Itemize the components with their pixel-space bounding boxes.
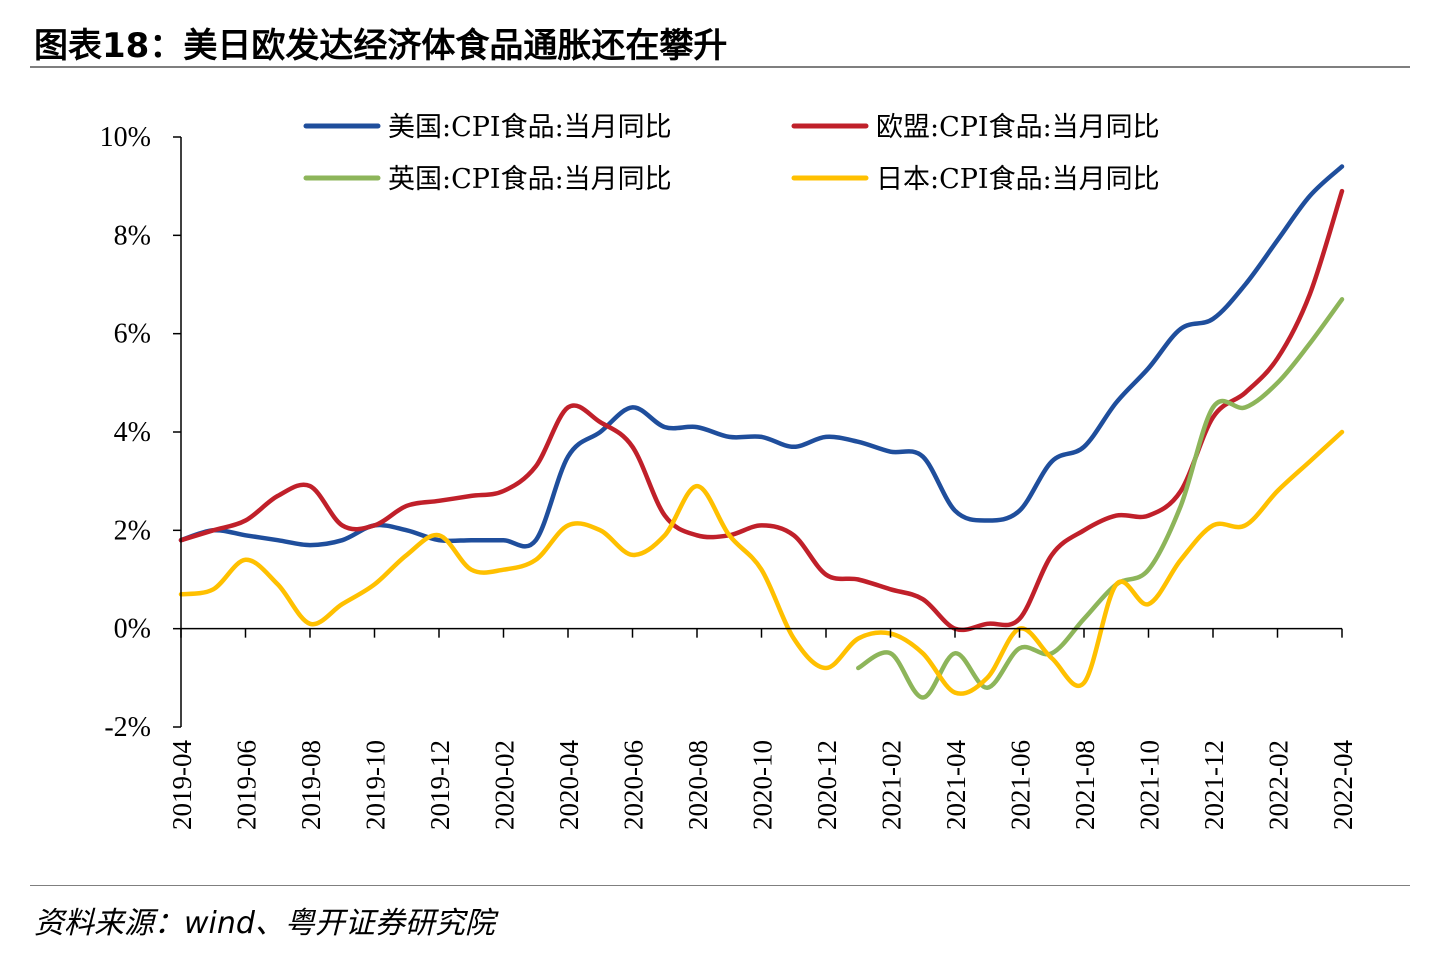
y-tick-label: 10% xyxy=(100,122,151,153)
y-tick-label: 6% xyxy=(114,319,151,350)
y-tick-label: 8% xyxy=(114,220,151,251)
x-tick-label: 2020-02 xyxy=(490,740,520,830)
legend-label-3: 英国:CPI食品:当月同比 xyxy=(388,164,672,195)
x-tick-label: 2019-08 xyxy=(296,740,326,830)
x-tick-label: 2020-08 xyxy=(683,740,713,830)
source-note: 资料来源：wind、粤开证券研究院 xyxy=(34,906,495,941)
x-tick-label: 2021-06 xyxy=(1006,740,1036,830)
x-tick-label: 2020-12 xyxy=(812,740,842,830)
figure-title: 图表18：美日欧发达经济体食品通胀还在攀升 xyxy=(34,26,728,66)
x-tick-label: 2021-10 xyxy=(1135,740,1165,830)
x-tick-label: 2021-02 xyxy=(877,740,907,830)
x-tick-label: 2022-04 xyxy=(1328,740,1358,830)
series-layer xyxy=(178,164,1345,700)
x-tick-label: 2019-12 xyxy=(425,740,455,830)
x-tick-label: 2019-04 xyxy=(167,740,197,830)
x-tick-labels: 2019-04 2019-06 2019-08 2019-10 2019-12 2020-… xyxy=(167,740,1358,830)
x-tick-label: 2020-06 xyxy=(619,740,649,830)
series-line-1 xyxy=(178,164,1345,549)
x-tick-label: 2021-04 xyxy=(941,740,971,830)
series-line-2 xyxy=(178,188,1345,633)
x-tick-label: 2019-10 xyxy=(361,740,391,830)
x-tick-label: 2020-04 xyxy=(554,740,584,830)
x-tick-label: 2020-10 xyxy=(748,740,778,830)
y-tick-label: 4% xyxy=(114,417,151,448)
axis-layer xyxy=(173,136,1343,728)
x-tick-label: 2021-12 xyxy=(1199,740,1229,830)
x-tick-label: 2019-06 xyxy=(232,740,262,830)
y-tick-labels: -2% 0% 2% 4% 6% 8% 10% xyxy=(100,122,151,743)
title-divider xyxy=(30,66,1410,68)
x-tick-label: 2021-08 xyxy=(1070,740,1100,830)
y-tick-label: 0% xyxy=(114,614,151,645)
y-tick-label: -2% xyxy=(104,712,151,743)
source-divider xyxy=(30,885,1410,886)
y-tick-label: 2% xyxy=(114,515,151,546)
x-tick-label: 2022-02 xyxy=(1264,740,1294,830)
legend-label-1: 美国:CPI食品:当月同比 xyxy=(388,112,672,143)
series-line-4 xyxy=(178,429,1345,696)
legend-label-4: 日本:CPI食品:当月同比 xyxy=(876,164,1160,195)
legend-label-2: 欧盟:CPI食品:当月同比 xyxy=(876,112,1160,143)
